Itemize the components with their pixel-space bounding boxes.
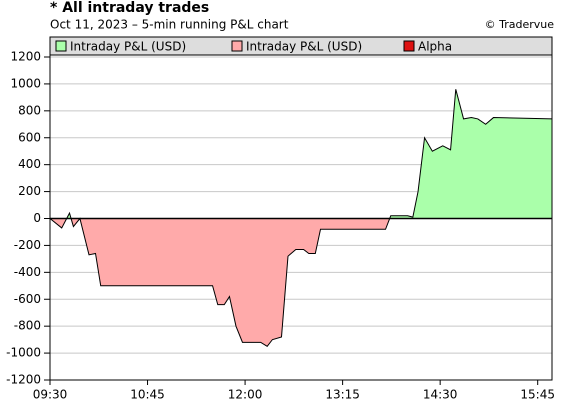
y-tick-label: -1000 bbox=[6, 346, 41, 360]
legend-swatch bbox=[55, 40, 67, 52]
legend-swatch bbox=[231, 40, 243, 52]
y-tick-label: -200 bbox=[14, 238, 41, 252]
chart-subtitle: Oct 11, 2023 – 5-min running P&L chart bbox=[50, 18, 289, 32]
chart-title: * All intraday trades bbox=[50, 0, 209, 16]
pnl-line bbox=[49, 89, 553, 348]
x-tick-label: 15:45 bbox=[520, 388, 555, 402]
y-tick-label: -800 bbox=[14, 319, 41, 333]
legend-label: Intraday P&L (USD) bbox=[70, 40, 186, 54]
legend-box bbox=[49, 36, 553, 56]
legend-swatch bbox=[403, 40, 415, 52]
legend-label: Intraday P&L (USD) bbox=[246, 40, 362, 54]
x-tick-label: 13:15 bbox=[325, 388, 360, 402]
y-tick-label: 400 bbox=[18, 157, 41, 171]
legend-label: Alpha bbox=[418, 40, 452, 54]
y-tick-label: 800 bbox=[18, 103, 41, 117]
x-tick-label: 10:45 bbox=[130, 388, 165, 402]
y-tick-label: 1200 bbox=[10, 50, 41, 64]
y-tick-label: -1200 bbox=[6, 373, 41, 387]
y-tick-label: 600 bbox=[18, 130, 41, 144]
y-tick-label: 200 bbox=[18, 184, 41, 198]
y-tick-label: 0 bbox=[33, 211, 41, 225]
y-tick-label: -600 bbox=[14, 292, 41, 306]
y-tick-label: 1000 bbox=[10, 76, 41, 90]
area-positive bbox=[50, 89, 552, 219]
x-tick-label: 12:00 bbox=[228, 388, 263, 402]
credit: © Tradervue bbox=[485, 18, 555, 31]
area-negative bbox=[50, 218, 552, 347]
x-tick-label: 14:30 bbox=[423, 388, 458, 402]
y-tick-label: -400 bbox=[14, 265, 41, 279]
x-tick-label: 09:30 bbox=[33, 388, 68, 402]
